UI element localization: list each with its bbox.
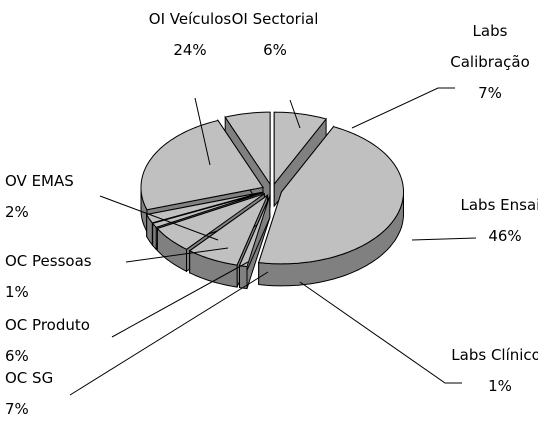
category-label: OC Pessoas — [5, 252, 92, 270]
slice-label: OI Veículos 24% — [140, 4, 240, 66]
slice-label: Labs Ensaio 46% — [455, 190, 538, 252]
value-label: 6% — [263, 41, 287, 59]
slice-top — [238, 195, 271, 268]
slice-top — [258, 126, 404, 265]
category-label: Labs Ensaio — [460, 196, 538, 214]
leader-line — [194, 97, 211, 166]
value-label: 1% — [5, 283, 29, 301]
value-label: 46% — [488, 227, 522, 245]
slice-top — [273, 111, 327, 186]
slice-label: OI Sectorial 6% — [225, 4, 325, 66]
value-label: 7% — [5, 400, 29, 418]
leader-line — [125, 247, 229, 263]
leader-line — [299, 281, 462, 384]
slice-label: OC Produto 6% — [5, 310, 145, 372]
slice-top — [151, 192, 264, 228]
category-label: OC Produto — [5, 316, 90, 334]
slice-top — [156, 193, 265, 250]
slice — [238, 195, 271, 290]
slice-label: OV EMAS 2% — [5, 166, 145, 228]
slice — [258, 125, 404, 287]
value-label: 7% — [478, 84, 502, 102]
category-label: OV EMAS — [5, 172, 74, 190]
category-label: OI Veículos — [148, 10, 232, 28]
leader-line — [289, 99, 301, 129]
value-label: 2% — [5, 203, 29, 221]
slice-top — [140, 119, 264, 211]
value-label: 6% — [5, 347, 29, 365]
leader-line — [69, 271, 269, 396]
leader-line — [99, 195, 219, 241]
slice-label: OC Pessoas 1% — [5, 246, 145, 308]
value-label: 1% — [488, 377, 512, 395]
category-label: Labs Calibração — [450, 22, 530, 71]
leader-line — [111, 261, 249, 338]
slice-label: Labs Clínicos 1% — [450, 340, 538, 402]
category-label: OI Sectorial — [231, 10, 319, 28]
value-label: 24% — [173, 41, 207, 59]
slice-label: Labs Calibração 7% — [440, 16, 538, 109]
slice-label: OC SG 7% — [5, 363, 145, 423]
leader-line — [351, 87, 455, 129]
category-label: OC SG — [5, 369, 54, 387]
category-label: Labs Clínicos — [451, 346, 538, 364]
slice-top — [224, 111, 271, 186]
leader-line — [411, 237, 477, 241]
slice-wall — [239, 265, 248, 290]
slice-top — [145, 191, 263, 224]
slice-top — [188, 193, 269, 266]
